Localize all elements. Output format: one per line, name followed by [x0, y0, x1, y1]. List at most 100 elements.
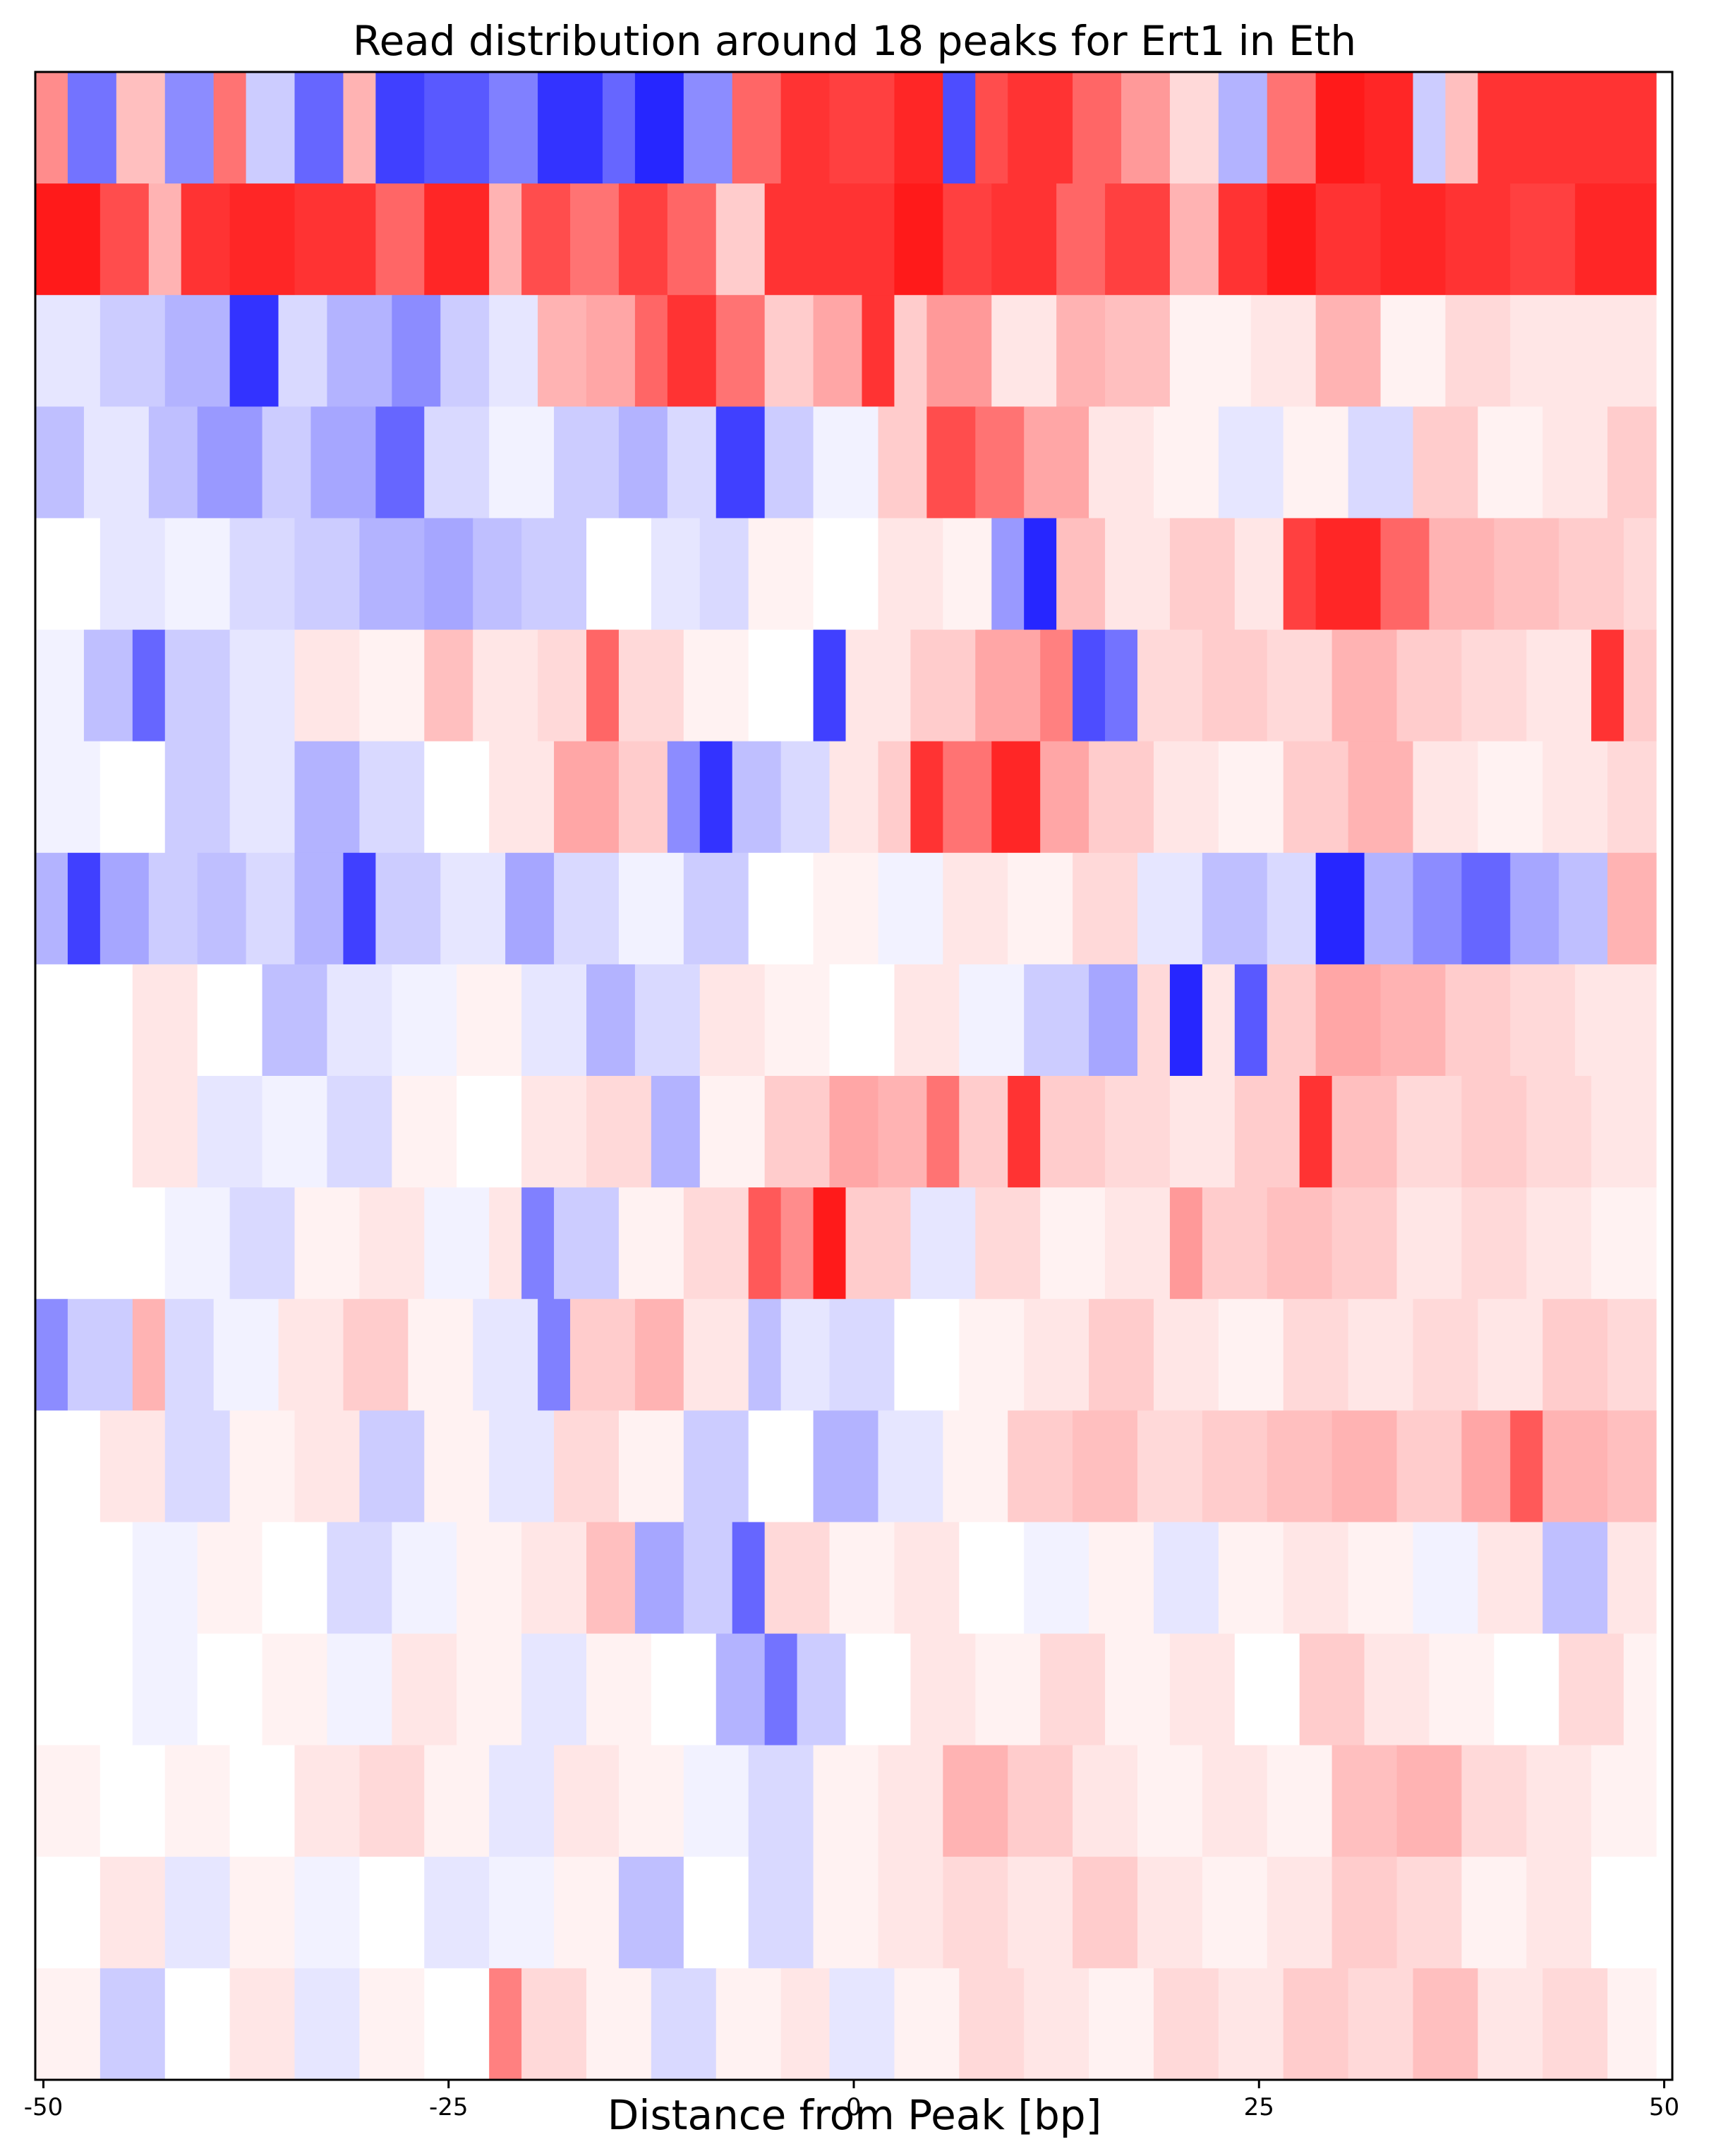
x-tick-label: 50 — [1649, 2093, 1679, 2121]
heatmap-cell — [878, 1745, 943, 1858]
heatmap-cell — [829, 1968, 895, 2081]
heatmap-cell — [1526, 629, 1592, 742]
heatmap-cell — [359, 741, 425, 854]
heatmap-cell — [732, 72, 782, 184]
heatmap-cell — [813, 1410, 879, 1523]
heatmap-row-15 — [35, 1633, 1657, 1746]
heatmap-cell — [1169, 1633, 1236, 1746]
heatmap-cell — [943, 72, 976, 184]
heatmap-cell — [813, 406, 879, 519]
heatmap-cell — [1283, 1522, 1349, 1635]
heatmap-row-14 — [35, 1522, 1657, 1635]
heatmap-cell — [99, 1745, 166, 1858]
heatmap-cell — [538, 629, 587, 742]
heatmap-cell — [554, 1856, 620, 1969]
heatmap-cell — [164, 518, 231, 631]
heatmap-cell — [991, 295, 1057, 407]
heatmap-cell — [764, 406, 814, 519]
heatmap-row-2 — [35, 183, 1657, 296]
heatmap-cell — [164, 1410, 231, 1523]
heatmap-cell — [229, 1745, 296, 1858]
x-tick-label: 0 — [846, 2093, 862, 2121]
heatmap-cell — [764, 1076, 831, 1188]
heatmap-cell — [1267, 964, 1317, 1077]
heatmap-cell — [943, 1745, 1008, 1858]
heatmap-cell — [1559, 1633, 1624, 1746]
heatmap-cell — [1591, 629, 1624, 742]
heatmap-cell — [424, 741, 490, 854]
heatmap-cell — [505, 852, 555, 965]
heatmap-cell — [1331, 1076, 1398, 1188]
heatmap-cell — [213, 72, 247, 184]
heatmap-cell — [1024, 518, 1057, 631]
heatmap-cell — [1073, 1745, 1138, 1858]
heatmap-cell — [489, 1856, 555, 1969]
heatmap-cell — [975, 406, 1025, 519]
heatmap-cell — [1607, 1299, 1657, 1411]
heatmap-cell — [991, 741, 1041, 854]
heatmap-cell — [99, 1968, 166, 2081]
heatmap-cell — [521, 518, 587, 631]
heatmap-cell — [667, 741, 701, 854]
heatmap-cell — [35, 1968, 101, 2081]
heatmap-cell — [1283, 406, 1349, 519]
heatmap-cell — [1202, 1187, 1268, 1300]
heatmap-cell — [943, 1410, 1008, 1523]
heatmap-cell — [489, 72, 538, 184]
heatmap-cell — [489, 741, 555, 854]
heatmap-cell — [1510, 964, 1576, 1077]
heatmap-cell — [164, 72, 215, 184]
heatmap-cell — [262, 1522, 328, 1635]
heatmap-cell — [1008, 72, 1073, 184]
heatmap-cell — [570, 1299, 636, 1411]
heatmap-cell — [1040, 629, 1073, 742]
heatmap-cell — [586, 295, 636, 407]
heatmap-cell — [1429, 518, 1494, 631]
heatmap-cell — [294, 1187, 360, 1300]
heatmap-cell — [1073, 1856, 1138, 1969]
heatmap-cell — [164, 1968, 231, 2081]
heatmap-cell — [489, 1410, 555, 1523]
heatmap-cell — [1169, 964, 1203, 1077]
heatmap-cell — [521, 183, 571, 296]
heatmap-cell — [1607, 1968, 1657, 2081]
heatmap-cell — [813, 629, 847, 742]
chart-title: Read distribution around 18 peaks for Er… — [353, 17, 1356, 65]
heatmap-cell — [1073, 629, 1106, 742]
heatmap-cell — [780, 72, 831, 184]
heatmap-cell — [1315, 183, 1382, 296]
heatmap-cell — [554, 852, 620, 965]
heatmap-cell — [699, 741, 733, 854]
heatmap-cell — [780, 741, 831, 854]
heatmap-cell — [634, 1299, 684, 1411]
heatmap-cell — [1089, 1522, 1154, 1635]
heatmap-cell — [1008, 852, 1073, 965]
heatmap-cell — [327, 964, 392, 1077]
heatmap-cell — [634, 295, 668, 407]
heatmap-cell — [813, 518, 879, 631]
heatmap-cell — [67, 72, 117, 184]
heatmap-cell — [1121, 72, 1171, 184]
heatmap-cell — [651, 518, 701, 631]
heatmap-cell — [164, 1745, 231, 1858]
heatmap-cell — [1299, 1633, 1365, 1746]
heatmap-cell — [1234, 964, 1268, 1077]
heatmap-cell — [489, 1187, 522, 1300]
heatmap-cell — [1478, 406, 1543, 519]
heatmap-cell — [164, 741, 231, 854]
heatmap-cell — [1331, 1187, 1398, 1300]
heatmap-cell — [132, 1299, 166, 1411]
heatmap-row-8 — [35, 852, 1657, 965]
heatmap-cell — [83, 406, 150, 519]
heatmap-cell — [1461, 1856, 1527, 1969]
heatmap-cell — [294, 852, 344, 965]
heatmap-cell — [748, 518, 814, 631]
heatmap-cell — [1089, 406, 1154, 519]
heatmap-cell — [408, 1299, 473, 1411]
heatmap-cell — [1445, 72, 1478, 184]
heatmap-cell — [148, 406, 198, 519]
heatmap-cell — [35, 1076, 133, 1188]
heatmap-cell — [1591, 1745, 1657, 1858]
x-tick-label: 25 — [1244, 2093, 1274, 2121]
heatmap-cell — [1153, 406, 1219, 519]
